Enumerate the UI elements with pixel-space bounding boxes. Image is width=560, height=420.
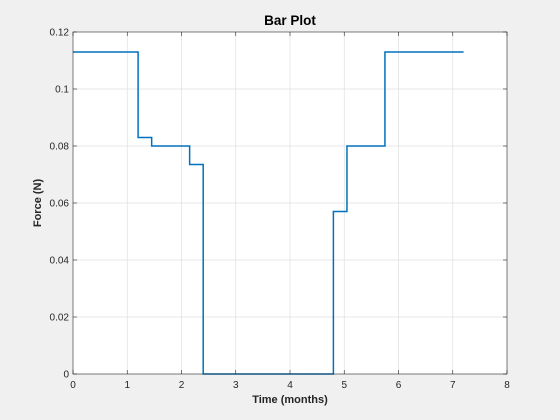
x-tick-label: 8: [504, 380, 510, 391]
x-tick-label: 0: [70, 380, 76, 391]
y-tick-label: 0.04: [50, 256, 70, 267]
x-tick-label: 3: [233, 380, 239, 391]
y-tick-label: 0: [63, 370, 69, 381]
y-tick-label: 0.02: [50, 313, 70, 324]
y-tick-label: 0.06: [50, 199, 70, 210]
grid: [73, 32, 507, 374]
y-tick-label: 0.1: [55, 85, 69, 96]
series-line: [73, 51, 464, 375]
x-tick-label: 2: [179, 380, 185, 391]
x-axis-label: Time (months): [252, 394, 328, 406]
y-axis-label: Force (N): [32, 179, 44, 228]
y-tick-label: 0.08: [50, 142, 70, 153]
y-tick-label: 0.12: [50, 28, 70, 39]
x-tick-label: 4: [287, 380, 293, 391]
chart-title: Bar Plot: [264, 13, 316, 28]
x-tick-label: 7: [450, 380, 456, 391]
ticks: 0 1 2 3 4 5 6 7 8 0 0.02 0.04 0.06 0.08 0.1 0.12: [50, 28, 511, 392]
x-tick-label: 1: [124, 380, 130, 391]
x-tick-label: 5: [341, 380, 347, 391]
x-tick-label: 6: [396, 380, 402, 391]
